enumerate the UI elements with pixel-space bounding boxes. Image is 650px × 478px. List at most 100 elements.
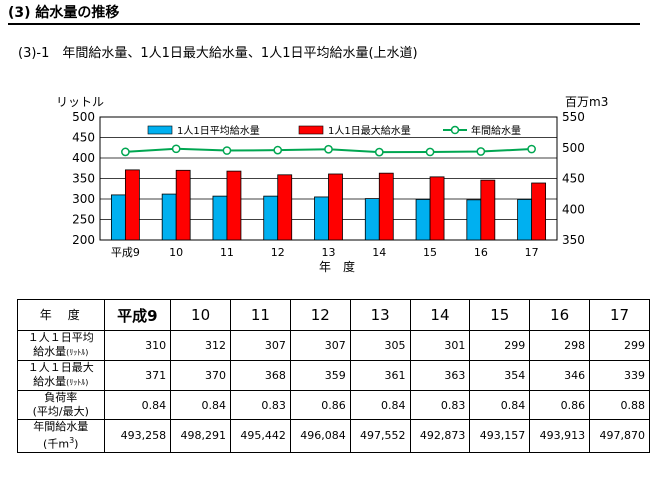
table-row: １人１日最大 給水量(ﾘｯﾄﾙ) 371 370 368 359 361 363 354 346 3… [17, 360, 650, 391]
table-cell: 361 [349, 360, 411, 391]
bar-average [110, 194, 126, 241]
table-cell: 498,291 [170, 419, 232, 453]
table-cell: 0.83 [409, 390, 471, 420]
y-right-tick-label: 500 [562, 141, 585, 155]
row-label-line2: 給水量 [33, 375, 67, 388]
y-right-tick-label: 350 [562, 233, 585, 247]
table-cell: 0.84 [170, 390, 232, 420]
table-cell: 305 [349, 330, 411, 361]
row-label-unit: (ﾘｯﾄﾙ) [66, 348, 89, 357]
legend-label: 1人1日平均給水量 [177, 124, 260, 137]
table-cell: 497,552 [349, 419, 411, 453]
legend-swatch-marker [450, 125, 460, 135]
y-left-tick-label: 500 [72, 110, 95, 124]
legend-swatch [298, 125, 324, 135]
x-tick-label: 14 [372, 246, 386, 259]
y-left-tick-label: 300 [72, 192, 95, 206]
bar-average [161, 193, 177, 241]
table-year-header: 17 [589, 299, 650, 331]
x-tick-label: 11 [220, 246, 234, 259]
bar-average [212, 195, 228, 241]
y-left-tick-label: 400 [72, 151, 95, 165]
row-label-superscript: 3 [69, 436, 75, 445]
table-year-header: 10 [170, 299, 232, 331]
table-cell: 0.86 [289, 390, 351, 420]
table-year-header: 14 [409, 299, 471, 331]
table-cell: 299 [589, 330, 650, 361]
bar-maximum [277, 174, 293, 241]
y-right-tick-label: 550 [562, 110, 585, 124]
water-supply-chart: 200 250 300 350 400 450 500 350 400 450 500 550 リットル… [56, 95, 608, 274]
row-label-line2: 給水量 [33, 345, 67, 358]
table-cell: 0.84 [103, 390, 172, 420]
x-tick-label: 15 [423, 246, 437, 259]
table-cell: 496,084 [289, 419, 351, 453]
bar-average [415, 199, 431, 241]
table-header-row: 年 度平成9 10 11 12 13 14 15 16 17 [17, 299, 650, 331]
table-cell: 495,442 [230, 419, 291, 453]
table-cell: 312 [170, 330, 232, 361]
line-point [171, 144, 181, 154]
y-right-axis-title: 百万m3 [565, 95, 608, 109]
table-cell: 370 [170, 360, 232, 391]
bar-maximum [175, 169, 191, 241]
table-cell: 0.88 [589, 390, 650, 420]
table-cell: 298 [529, 330, 591, 361]
y-left-axis-title: リットル [56, 95, 104, 109]
water-supply-table: 年 度平成9 10 11 12 13 14 15 16 17 １人１日平均 給水量(ﾘｯﾄﾙ) 310… [17, 299, 650, 453]
y-right-tick-label: 400 [562, 202, 585, 216]
row-label-unit: (ﾘｯﾄﾙ) [66, 378, 89, 387]
bar-average [517, 199, 533, 241]
line-point [273, 145, 283, 155]
table-year-header: 12 [289, 299, 351, 331]
bar-maximum [226, 170, 242, 241]
table-row-label: １人１日最大 給水量(ﾘｯﾄﾙ) [17, 360, 105, 391]
x-tick-label: 12 [271, 246, 285, 259]
y-left-tick-label: 200 [72, 233, 95, 247]
y-left-tick-label: 350 [72, 172, 95, 186]
section-title: (3) 給水量の推移 [8, 5, 120, 21]
x-tick-label: 平成9 [111, 246, 140, 259]
row-label-line1: １人１日平均 [27, 331, 94, 344]
table-row-label: 年間給水量 (千m3) [17, 419, 105, 453]
table-cell: 301 [409, 330, 471, 361]
chart-subtitle: (3)-1 年間給水量、1人1日最大給水量、1人1日平均給水量(上水道) [18, 46, 418, 61]
table-row: 年間給水量 (千m3) 493,258 498,291 495,442 496,084 49… [17, 419, 650, 453]
bar-average [314, 196, 329, 241]
line-point [527, 144, 536, 154]
table-row: 負荷率 (平均/最大) 0.84 0.84 0.83 0.86 0.84 0.83 0.84 0.… [17, 390, 650, 420]
line-point [476, 147, 486, 156]
table-cell: 493,157 [469, 419, 531, 453]
bar-maximum [531, 182, 547, 241]
table-cell: 0.83 [230, 390, 291, 420]
table-year-header: 11 [230, 299, 291, 331]
title-rule [8, 23, 640, 25]
table-year-header: 平成9 [103, 299, 172, 331]
y-left-tick-label: 250 [72, 213, 95, 227]
bar-maximum [378, 172, 394, 241]
bar-average [466, 199, 482, 241]
table-cell: 359 [289, 360, 351, 391]
x-tick-label: 10 [169, 246, 183, 259]
line-point [425, 147, 435, 157]
table-cell: 354 [469, 360, 531, 391]
table-cell: 339 [589, 360, 650, 391]
table-cell: 346 [529, 360, 591, 391]
x-tick-label: 13 [322, 246, 336, 259]
bar-maximum [328, 173, 343, 241]
table-cell: 299 [469, 330, 531, 361]
legend-swatch [147, 125, 173, 135]
bar-maximum [480, 179, 496, 241]
bar-maximum [429, 176, 445, 241]
legend-label: 年間給水量 [471, 124, 521, 137]
row-label-line2: (平均/最大) [32, 405, 89, 418]
row-label-line1: 年間給水量 [33, 420, 89, 433]
table-cell: 0.84 [469, 390, 531, 420]
table-cell: 307 [230, 330, 291, 361]
line-point [222, 146, 232, 155]
table-row: １人１日平均 給水量(ﾘｯﾄﾙ) 310 312 307 307 305 301 299 298 2… [17, 330, 650, 361]
table-year-header: 13 [349, 299, 411, 331]
row-label-end: ) [74, 437, 79, 451]
table-cell: 310 [103, 330, 172, 361]
legend-label: 1人1日最大給水量 [328, 124, 411, 137]
